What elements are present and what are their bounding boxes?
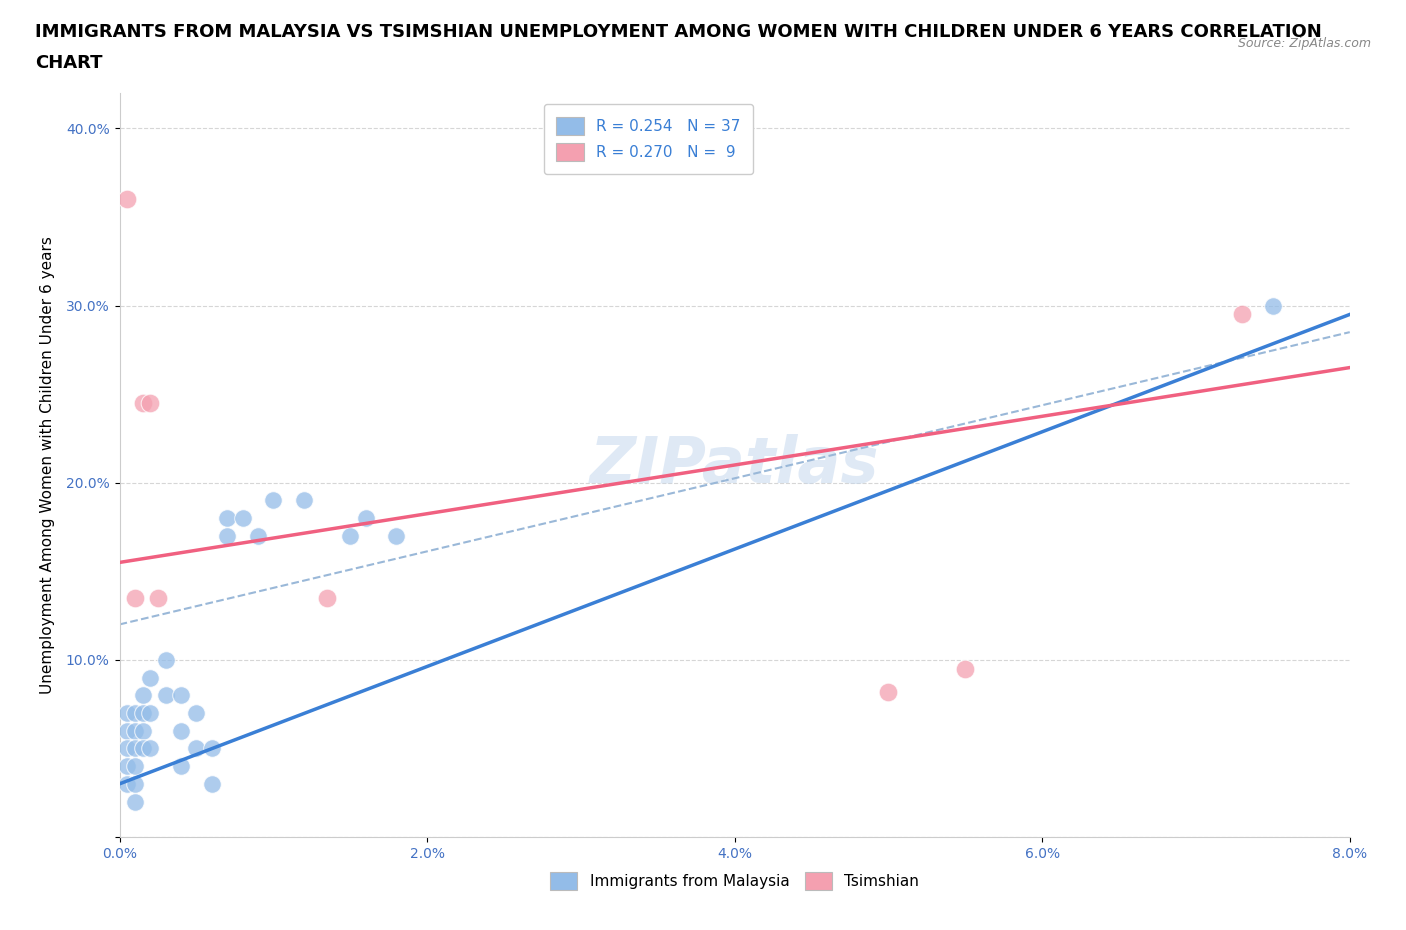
Point xyxy=(131,688,153,703)
Point xyxy=(316,591,339,605)
Point xyxy=(170,688,193,703)
Point xyxy=(131,724,153,738)
Point xyxy=(292,493,315,508)
Point xyxy=(139,671,162,685)
Point xyxy=(115,724,138,738)
Point xyxy=(262,493,284,508)
Point xyxy=(201,741,224,756)
Point xyxy=(124,724,146,738)
Point xyxy=(146,591,169,605)
Point xyxy=(124,741,146,756)
Point xyxy=(201,777,224,791)
Point xyxy=(246,528,269,543)
Point xyxy=(124,794,146,809)
Point xyxy=(124,706,146,721)
Point xyxy=(139,395,162,410)
Point xyxy=(231,511,254,525)
Point xyxy=(955,661,977,676)
Point xyxy=(155,653,177,668)
Point xyxy=(354,511,377,525)
Point xyxy=(1261,299,1284,313)
Point xyxy=(115,706,138,721)
Legend: Immigrants from Malaysia, Tsimshian: Immigrants from Malaysia, Tsimshian xyxy=(544,866,925,897)
Point xyxy=(339,528,361,543)
Point xyxy=(124,591,146,605)
Point xyxy=(139,741,162,756)
Point xyxy=(131,741,153,756)
Point xyxy=(124,777,146,791)
Point xyxy=(385,528,408,543)
Point xyxy=(115,759,138,774)
Point xyxy=(877,684,900,699)
Text: Source: ZipAtlas.com: Source: ZipAtlas.com xyxy=(1237,37,1371,50)
Text: ZIPatlas: ZIPatlas xyxy=(591,434,879,496)
Text: CHART: CHART xyxy=(35,54,103,72)
Point xyxy=(131,395,153,410)
Point xyxy=(170,759,193,774)
Point xyxy=(115,741,138,756)
Point xyxy=(139,706,162,721)
Point xyxy=(115,777,138,791)
Y-axis label: Unemployment Among Women with Children Under 6 years: Unemployment Among Women with Children U… xyxy=(39,236,55,694)
Point xyxy=(186,706,208,721)
Point xyxy=(155,688,177,703)
Point xyxy=(115,192,138,206)
Point xyxy=(1230,307,1253,322)
Point xyxy=(217,511,239,525)
Text: IMMIGRANTS FROM MALAYSIA VS TSIMSHIAN UNEMPLOYMENT AMONG WOMEN WITH CHILDREN UND: IMMIGRANTS FROM MALAYSIA VS TSIMSHIAN UN… xyxy=(35,23,1322,41)
Point xyxy=(186,741,208,756)
Point xyxy=(124,759,146,774)
Point xyxy=(131,706,153,721)
Point xyxy=(170,724,193,738)
Point xyxy=(217,528,239,543)
